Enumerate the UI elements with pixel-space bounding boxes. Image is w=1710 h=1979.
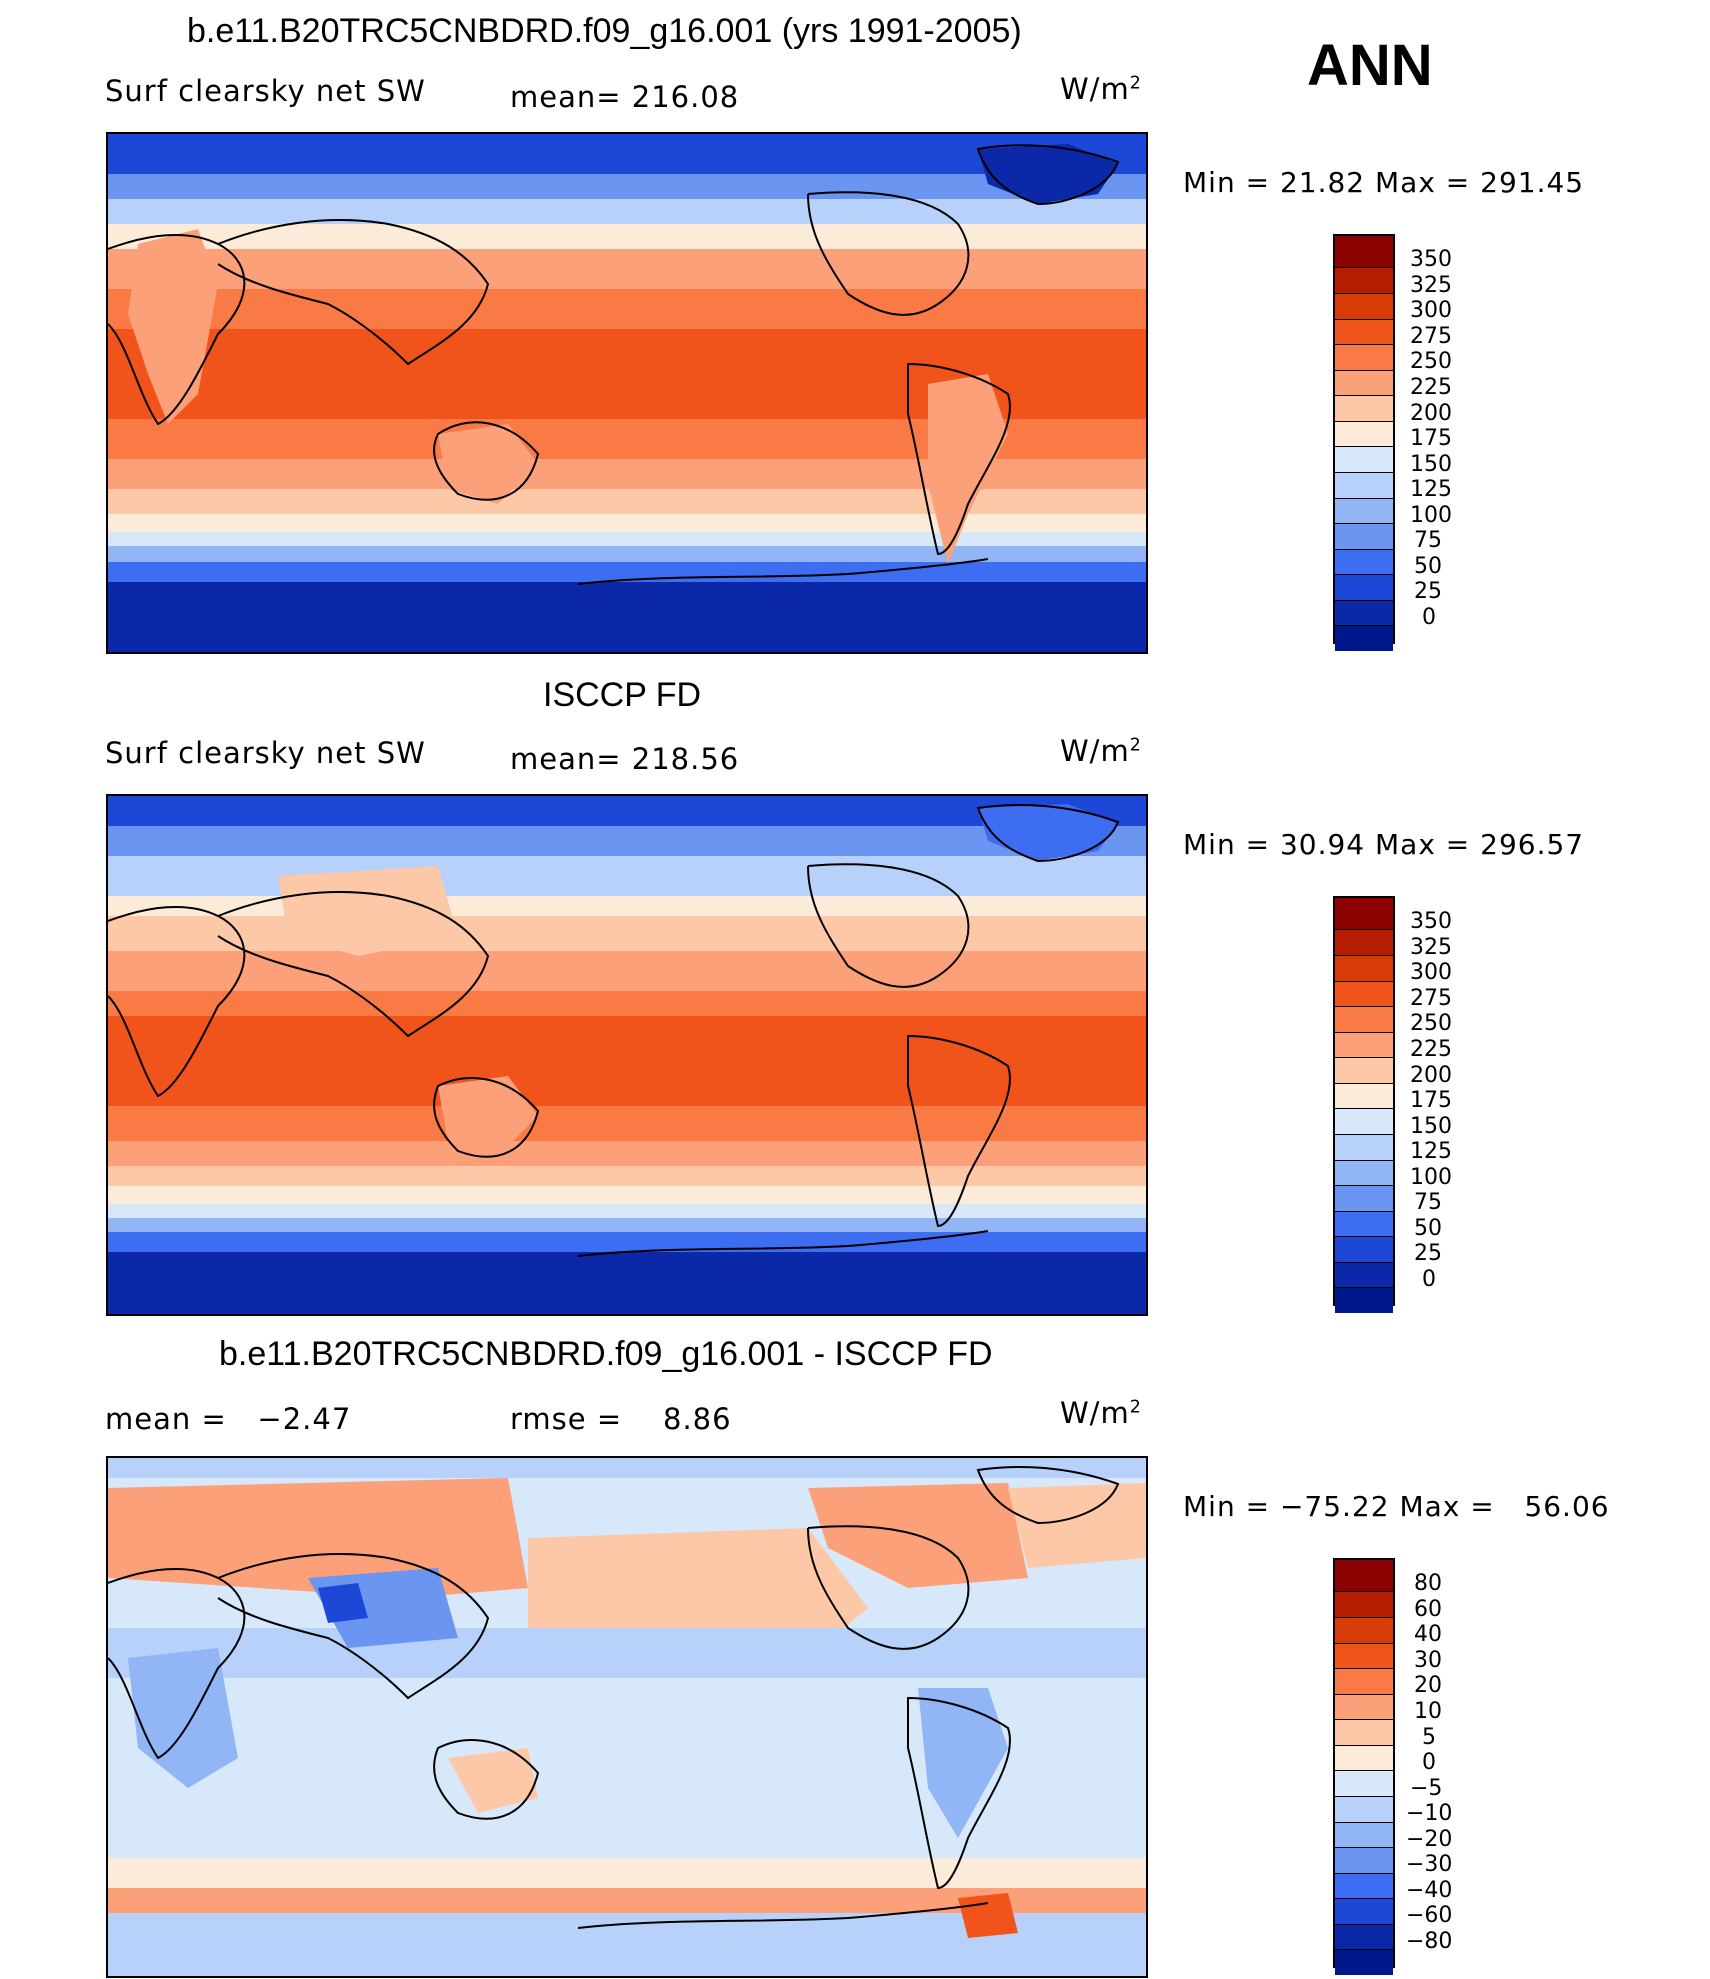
cb3-label: −5 [1410,1776,1443,1801]
cb1-label: 75 [1414,528,1442,553]
panel2-units: W/m2 [1060,734,1142,768]
cb3-label: −80 [1406,1929,1453,1954]
cb1-label: 0 [1422,605,1436,630]
cb1-label: 250 [1410,349,1452,374]
panel3-mean: mean = −2.47 [105,1402,352,1436]
panel2-mean: mean= 218.56 [510,742,740,776]
cb1-label: 25 [1414,579,1442,604]
cb3-label: 10 [1414,1699,1442,1724]
cb3-label: 0 [1422,1750,1436,1775]
cb2-label: 225 [1410,1037,1452,1062]
panel1-title: b.e11.B20TRC5CNBDRD.f09_g16.001 (yrs 199… [187,12,1022,50]
season-label: ANN [1307,33,1433,98]
cb1-label: 175 [1410,426,1452,451]
cb2-label: 350 [1410,909,1452,934]
cb1-label: 125 [1410,477,1452,502]
cb2-label: 175 [1410,1088,1452,1113]
cb2-label: 150 [1410,1114,1452,1139]
cb1-label: 200 [1410,401,1452,426]
panel3-map [106,1456,1148,1978]
cb1-label: 50 [1414,554,1442,579]
cb3-label: −40 [1406,1878,1453,1903]
cb3-label: 30 [1414,1648,1442,1673]
panel3-units: W/m2 [1060,1396,1142,1430]
cb1-label: 100 [1410,503,1452,528]
cb3-label: −20 [1406,1827,1453,1852]
cb1-label: 150 [1410,452,1452,477]
panel1-units: W/m2 [1060,72,1142,106]
cb1-label: 225 [1410,375,1452,400]
panel2-title: ISCCP FD [543,676,702,714]
panel1-field [108,134,1146,652]
panel3-title: b.e11.B20TRC5CNBDRD.f09_g16.001 - ISCCP … [219,1335,993,1373]
cb3-label: 5 [1422,1725,1436,1750]
cb2-label: 0 [1422,1267,1436,1292]
panel1-colorbar [1333,234,1395,651]
cb2-label: 75 [1414,1190,1442,1215]
cb3-label: −60 [1406,1903,1453,1928]
panel1-mean: mean= 216.08 [510,80,740,114]
cb3-label: 40 [1414,1622,1442,1647]
cb1-label: 325 [1410,273,1452,298]
cb2-label: 325 [1410,935,1452,960]
cb2-label: 250 [1410,1011,1452,1036]
panel2-colorbar [1333,896,1395,1313]
cb3-label: 60 [1414,1597,1442,1622]
panel2-map [106,794,1148,1316]
cb2-label: 200 [1410,1063,1452,1088]
cb2-label: 300 [1410,960,1452,985]
panel2-minmax: Min = 30.94 Max = 296.57 [1183,828,1585,861]
panel3-colorbar [1333,1558,1395,1975]
cb1-label: 275 [1410,324,1452,349]
panel2-field [108,796,1146,1314]
panel3-minmax: Min = −75.22 Max = 56.06 [1183,1490,1610,1523]
cb1-label: 350 [1410,247,1452,272]
cb3-label: 20 [1414,1673,1442,1698]
cb1-label: 300 [1410,298,1452,323]
panel1-variable: Surf clearsky net SW [105,74,426,108]
cb2-label: 275 [1410,986,1452,1011]
panel2-variable: Surf clearsky net SW [105,736,426,770]
panel1-minmax: Min = 21.82 Max = 291.45 [1183,166,1585,199]
cb2-label: 25 [1414,1241,1442,1266]
cb2-label: 50 [1414,1216,1442,1241]
panel3-field [108,1458,1146,1976]
panel3-rmse: rmse = 8.86 [510,1402,732,1436]
panel1-map [106,132,1148,654]
cb3-label: 80 [1414,1571,1442,1596]
cb2-label: 125 [1410,1139,1452,1164]
cb3-label: −10 [1406,1801,1453,1826]
cb2-label: 100 [1410,1165,1452,1190]
cb3-label: −30 [1406,1852,1453,1877]
